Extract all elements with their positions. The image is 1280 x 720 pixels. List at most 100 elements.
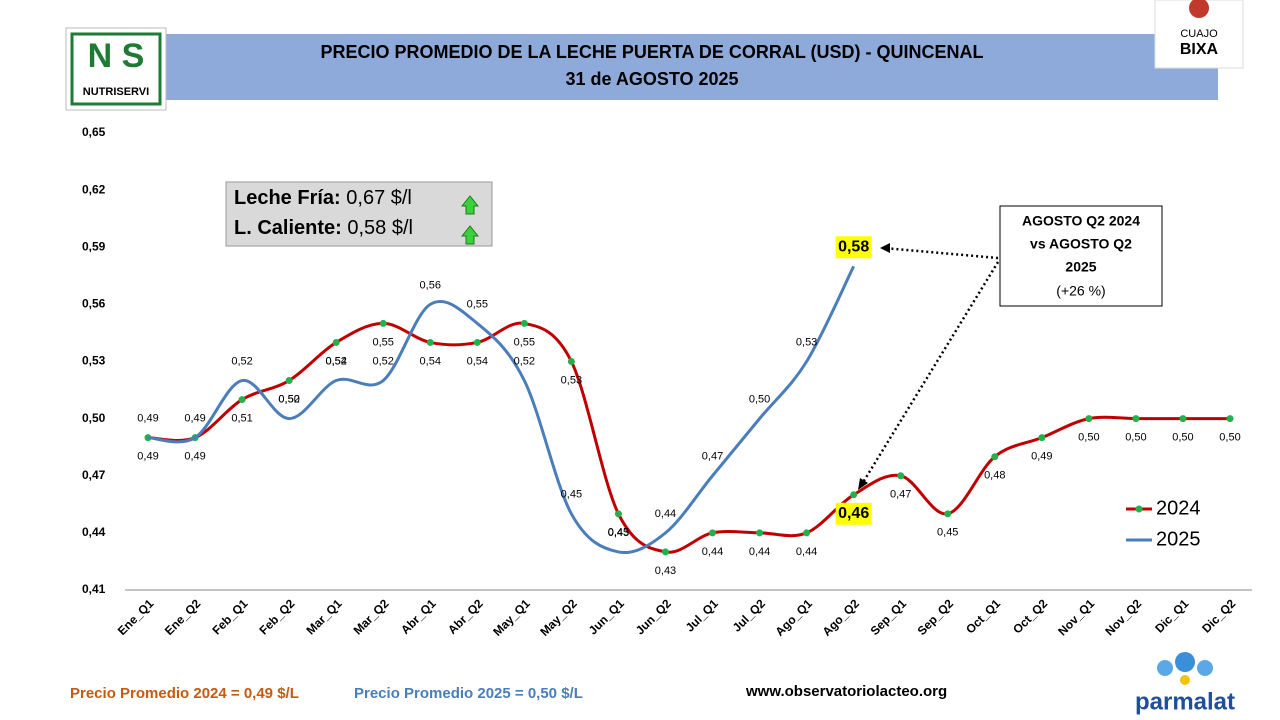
data-point: [285, 377, 293, 385]
x-tick-label: Nov_Q1: [1055, 596, 1097, 638]
data-label: 0,47: [890, 489, 911, 501]
x-tick-label: Ene_Q1: [115, 596, 157, 638]
data-label: 0,49: [1031, 451, 1052, 463]
logo-text: CUAJO: [1180, 28, 1218, 40]
x-tick-label: Oct_Q1: [963, 596, 1003, 636]
data-label: 0,55: [467, 298, 488, 310]
data-label: 0,49: [184, 451, 205, 463]
data-point: [1132, 415, 1140, 423]
data-point: [473, 338, 481, 346]
info-row: L. Caliente: 0,58 $/l: [234, 217, 413, 239]
x-tick-label: Ene_Q2: [162, 596, 204, 638]
data-label: 0,53: [561, 374, 582, 386]
y-tick-label: 0,56: [82, 297, 106, 311]
up-arrow: [460, 195, 480, 215]
annotation-text: AGOSTO Q2 2024: [1022, 213, 1140, 229]
up-arrow: [460, 225, 480, 245]
info-label: Leche Fría:: [234, 187, 341, 209]
x-tick-label: May_Q2: [537, 596, 580, 639]
y-tick-label: 0,44: [82, 525, 106, 539]
data-label: 0,45: [937, 527, 958, 539]
logo-text: NUTRISERVI: [83, 86, 149, 98]
data-label: 0,43: [655, 565, 676, 577]
x-tick-label: Jul_Q2: [730, 596, 768, 634]
data-point: [614, 510, 622, 518]
annotation-arrow: [883, 246, 999, 260]
data-label: 0,43: [608, 527, 629, 539]
legend-marker: [1135, 505, 1143, 513]
annotation-text: (+26 %): [1056, 283, 1105, 299]
logo-petal: [1157, 660, 1173, 676]
y-tick-label: 0,59: [82, 239, 106, 253]
data-label: 0,50: [1125, 432, 1146, 444]
chart-title: PRECIO PROMEDIO DE LA LECHE PUERTA DE CO…: [320, 42, 983, 62]
series-line: [147, 321, 1230, 554]
y-tick-label: 0,53: [82, 354, 106, 368]
data-label: 0,52: [231, 355, 252, 367]
data-point: [238, 396, 246, 404]
x-tick-label: Dic_Q1: [1152, 596, 1191, 635]
data-label: 0,44: [796, 546, 817, 558]
logo-petal: [1197, 660, 1213, 676]
y-tick-label: 0,41: [82, 582, 106, 596]
data-label: 0,58: [838, 239, 869, 256]
x-tick-label: Sep_Q1: [868, 596, 910, 638]
x-tick-label: Ago_Q2: [820, 596, 863, 639]
data-label: 0,52: [373, 355, 394, 367]
x-tick-label: Jul_Q1: [683, 596, 721, 634]
arrowhead: [858, 478, 868, 490]
data-label: 0,49: [184, 413, 205, 425]
footer-text: Precio Promedio 2024 = 0,49 $/L: [70, 685, 299, 702]
data-label: 0,46: [838, 505, 869, 522]
logo-text: parmalat: [1135, 688, 1235, 715]
series-line: [147, 265, 855, 555]
info-row: Leche Fría: 0,67 $/l: [234, 187, 412, 209]
data-label: 0,45: [608, 527, 629, 539]
data-point: [756, 529, 764, 537]
logo-left: [65, 27, 167, 111]
x-tick-label: Jun_Q2: [633, 596, 674, 637]
info-box: [225, 181, 493, 247]
data-point: [426, 338, 434, 346]
annotation-text: vs AGOSTO Q2: [1030, 236, 1132, 252]
legend-label: 2025: [1156, 528, 1201, 550]
data-point: [991, 453, 999, 461]
data-label: 0,54: [467, 355, 488, 367]
x-tick-label: Feb_Q2: [256, 596, 297, 637]
data-point: [661, 548, 669, 556]
data-label: 0,44: [655, 508, 676, 520]
arrowhead: [880, 243, 890, 253]
data-label: 0,52: [514, 355, 535, 367]
data-point: [1085, 415, 1093, 423]
x-tick-label: Sep_Q2: [915, 596, 957, 638]
logo-text: BIXA: [1180, 41, 1219, 58]
data-point: [332, 338, 340, 346]
y-tick-label: 0,50: [82, 411, 106, 425]
x-tick-label: Mar_Q2: [351, 596, 392, 637]
data-point: [567, 358, 575, 365]
x-tick-label: Abr_Q2: [445, 596, 486, 637]
logo-bottom: parmalat: [1135, 652, 1235, 715]
data-label: 0,44: [702, 546, 723, 558]
data-label: 0,55: [514, 336, 535, 348]
legend-label: 2024: [1156, 497, 1201, 519]
data-label: 0,50: [749, 394, 770, 406]
data-label: 0,49: [137, 413, 158, 425]
chart-subtitle: 31 de AGOSTO 2025: [565, 69, 738, 89]
data-label: 0,51: [231, 412, 252, 424]
highlight-box: [835, 236, 872, 259]
annotation-box: [999, 205, 1163, 307]
data-point: [379, 319, 387, 327]
x-tick-label: Mar_Q1: [304, 596, 345, 637]
data-point: [850, 491, 858, 499]
data-label: 0,56: [420, 279, 441, 291]
data-label: 0,50: [1172, 432, 1193, 444]
data-point: [709, 529, 717, 537]
x-tick-label: Nov_Q2: [1102, 596, 1144, 638]
data-point: [944, 510, 952, 518]
y-tick-label: 0,62: [82, 182, 106, 196]
logo-icon: [1189, 0, 1209, 18]
info-label: L. Caliente:: [234, 217, 342, 239]
